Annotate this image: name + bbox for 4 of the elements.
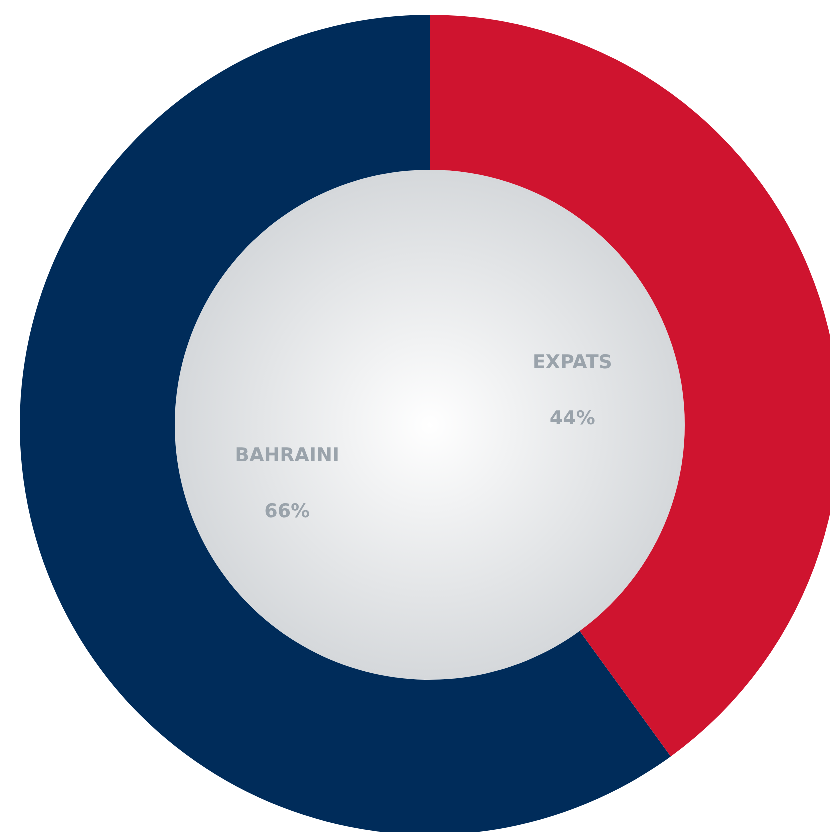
data-label: 44% [550, 408, 596, 430]
slice-label: EXPATS [532, 352, 612, 374]
data-label: 66% [264, 500, 310, 522]
slice-label: BAHRAINI [235, 444, 340, 466]
